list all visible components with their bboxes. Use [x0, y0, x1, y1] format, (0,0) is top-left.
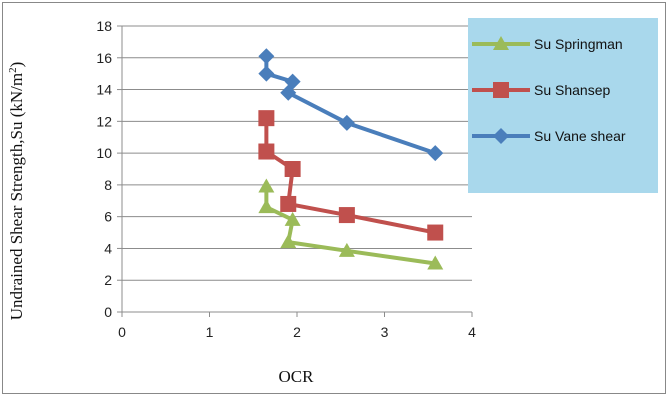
y-tick-label-4: 4: [104, 240, 112, 256]
series-2-point-3: [284, 161, 301, 177]
legend: Su Springman Su Shansep Su Vane shear: [468, 18, 658, 193]
series-1-point-3: [284, 211, 301, 226]
legend-label-1: Su Springman: [534, 36, 623, 52]
x-tick-label-0: 0: [118, 324, 126, 340]
x-tick-label-3: 3: [381, 324, 389, 340]
legend-label-3: Su Vane shear: [534, 128, 626, 144]
x-tick-label-4: 4: [468, 324, 476, 340]
y-axis-title: Undrained Shear Strength,Su (kN/m2): [7, 62, 26, 321]
series-3-point-6: [427, 145, 444, 162]
y-tick-label-18: 18: [96, 18, 112, 34]
y-tick-label-8: 8: [104, 177, 112, 193]
series-3-point-5: [338, 114, 355, 131]
y-axis-title-end: ): [7, 62, 26, 68]
series-1-point-4: [280, 234, 297, 249]
y-tick-label-10: 10: [96, 145, 112, 161]
series-1-point-6: [427, 255, 444, 270]
y-axis-title-superscript: 2: [7, 67, 19, 73]
series-2-point-1: [258, 110, 275, 127]
x-axis-title: OCR: [279, 367, 315, 386]
axes: [117, 25, 473, 317]
legend-marker-1: [493, 36, 509, 50]
series-2-point-4: [280, 195, 297, 212]
series-3-point-1: [258, 48, 275, 65]
y-tick-label-12: 12: [96, 113, 112, 129]
series-3-line: [264, 56, 436, 156]
y-tick-label-6: 6: [104, 209, 112, 225]
y-tick-label-16: 16: [96, 50, 112, 66]
gridlines: [122, 25, 472, 281]
series-1-point-1: [258, 178, 275, 193]
legend-marker-3: [493, 128, 509, 144]
series-2: [258, 110, 444, 241]
x-tick-label-1: 1: [206, 324, 214, 340]
series-3: [258, 48, 444, 162]
series-2-point-6: [427, 224, 444, 241]
y-axis-title-main: Undrained Shear Strength,Su (kN/m: [7, 73, 26, 320]
series: [258, 48, 444, 270]
y-tick-label-0: 0: [104, 304, 112, 320]
series-2-point-5: [338, 207, 355, 224]
series-3-point-4: [280, 84, 297, 101]
legend-marker-2: [493, 82, 509, 98]
x-tick-label-2: 2: [293, 324, 301, 340]
legend-label-2: Su Shansep: [534, 82, 610, 98]
y-tick-label-2: 2: [104, 272, 112, 288]
series-1-point-5: [338, 242, 355, 257]
series-3-point-2: [258, 65, 275, 82]
series-2-point-2: [258, 143, 275, 160]
y-tick-label-14: 14: [96, 82, 112, 98]
series-1: [258, 178, 444, 270]
series-1-point-2: [258, 199, 275, 214]
